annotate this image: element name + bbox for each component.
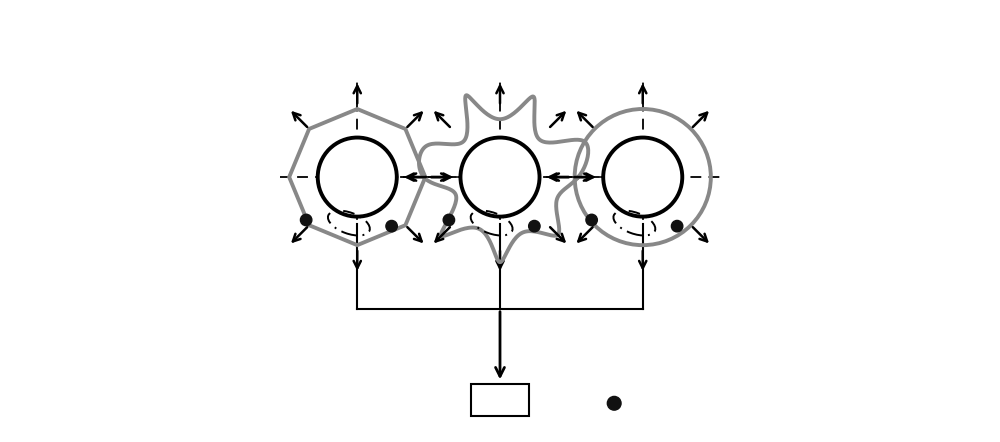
Circle shape xyxy=(443,214,455,226)
Circle shape xyxy=(671,221,683,232)
Circle shape xyxy=(300,214,312,226)
Bar xyxy=(471,384,529,416)
Circle shape xyxy=(460,137,540,217)
Circle shape xyxy=(318,137,397,217)
Circle shape xyxy=(586,214,597,226)
Circle shape xyxy=(603,137,682,217)
Circle shape xyxy=(386,221,397,232)
Circle shape xyxy=(607,396,621,410)
Circle shape xyxy=(529,221,540,232)
